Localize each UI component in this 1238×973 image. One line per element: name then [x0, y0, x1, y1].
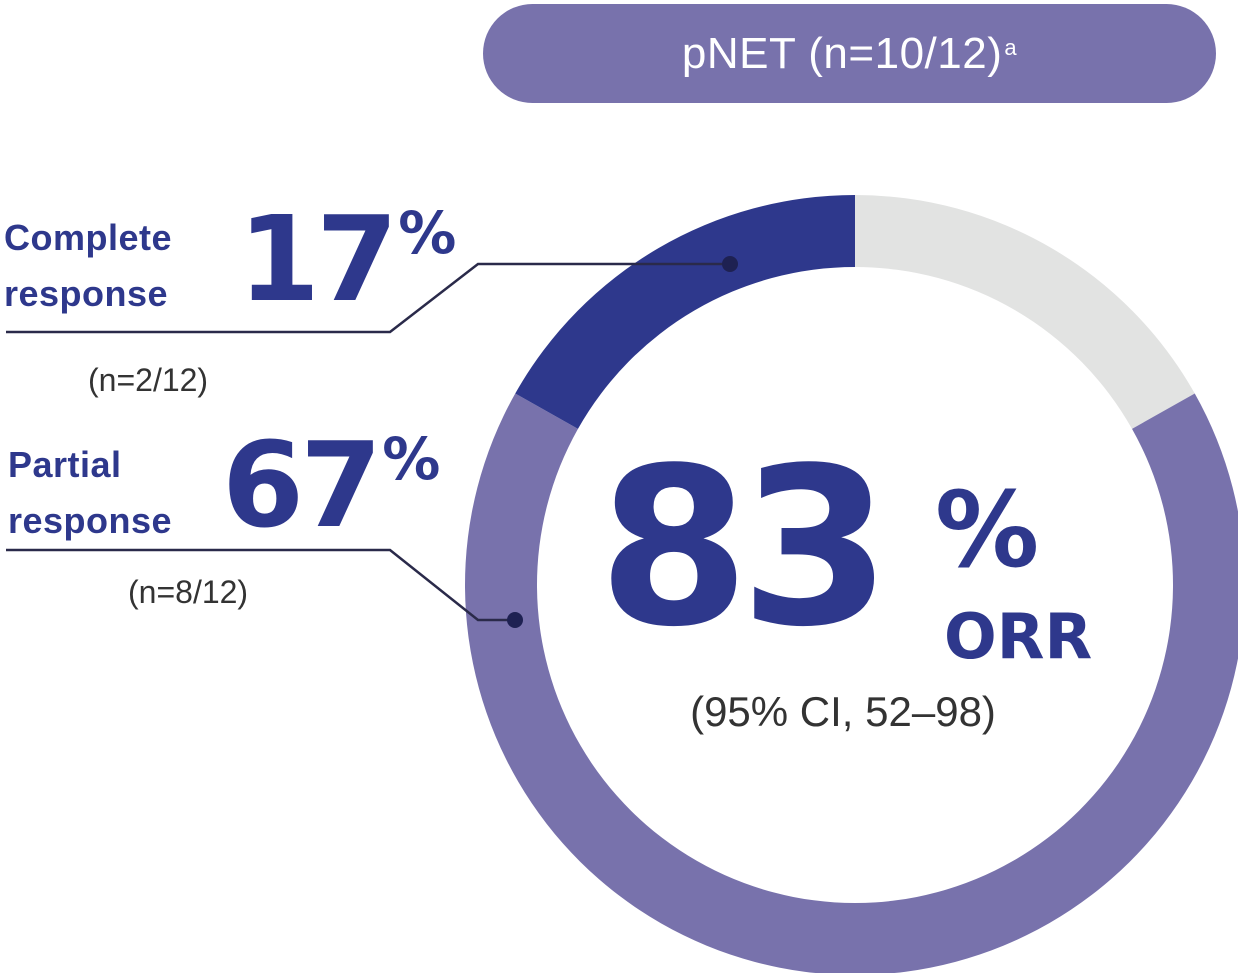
complete-label-line2: response [4, 272, 169, 314]
complete-response-label: Complete response [4, 210, 172, 322]
partial-response-percent: 67% [222, 426, 440, 544]
complete-response-n: (n=2/12) [88, 362, 209, 398]
partial-label-line1: Partial [8, 444, 122, 485]
partial-response-n: (n=8/12) [128, 574, 249, 610]
orr-percent-sign: % [935, 469, 1040, 591]
partial-callout-dot [507, 612, 523, 628]
complete-percent-value: 17 [238, 190, 398, 328]
partial-response-label: Partial response [8, 437, 172, 549]
partial-percent-value: 67 [222, 416, 382, 554]
donut-slice-complete-response [515, 195, 855, 429]
partial-percent-unit: % [382, 425, 441, 493]
cohort-header: pNET (n=10/12) a [483, 4, 1216, 103]
complete-label-line1: Complete [4, 217, 173, 258]
partial-label-line2: response [8, 499, 173, 541]
complete-percent-unit: % [398, 199, 457, 267]
partial-callout-line [6, 548, 515, 622]
orr-label: ORR [944, 600, 1093, 673]
donut-slice-remainder [855, 195, 1195, 429]
donut-slice-partial-response [465, 393, 1238, 973]
complete-callout-dot [722, 256, 738, 272]
complete-response-percent: 17% [238, 200, 456, 318]
complete-callout-line [6, 262, 730, 334]
cohort-header-footnote: a [1004, 34, 1018, 60]
cohort-header-text: pNET (n=10/12) [681, 28, 1003, 78]
orr-confidence-interval: (95% CI, 52–98) [690, 688, 996, 735]
orr-value: 83 [598, 422, 891, 675]
